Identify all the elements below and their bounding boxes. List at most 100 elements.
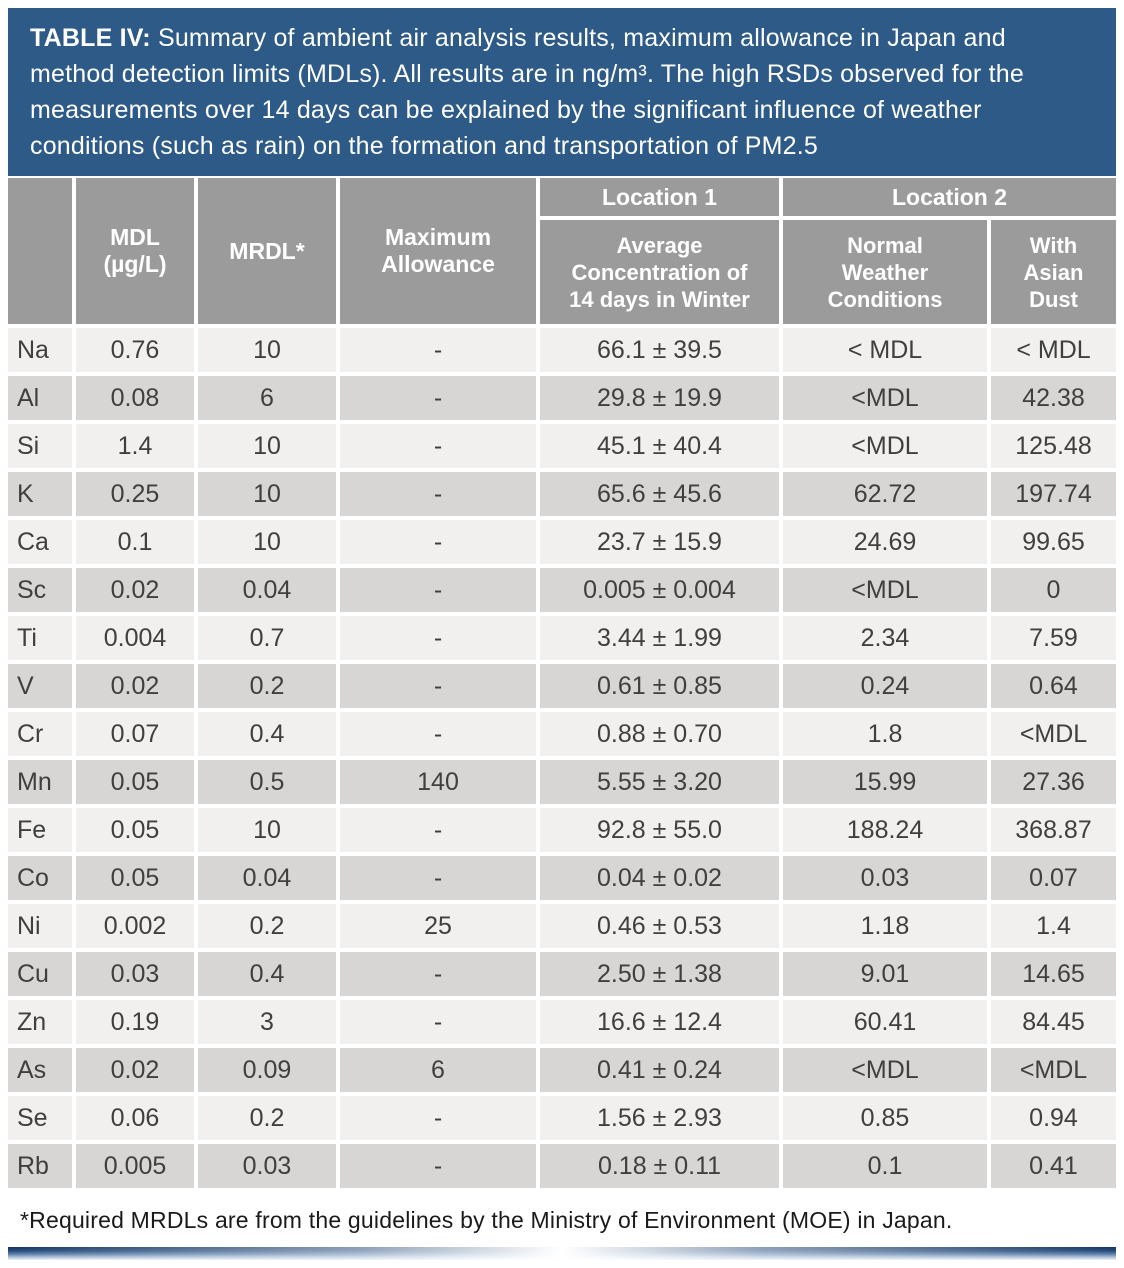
- asian-dust-cell: 197.74: [991, 472, 1117, 516]
- mdl-cell: 0.1: [76, 520, 194, 564]
- max-allowance-cell: -: [340, 712, 536, 756]
- element-cell: K: [8, 472, 72, 516]
- normal-weather-cell: < MDL: [783, 328, 987, 372]
- max-allowance-cell: -: [340, 328, 536, 372]
- normal-weather-cell: <MDL: [783, 424, 987, 468]
- mrdl-cell: 6: [198, 376, 336, 420]
- avg-concentration-cell: 0.04 ± 0.02: [540, 856, 779, 900]
- mdl-cell: 0.76: [76, 328, 194, 372]
- max-allowance-cell: 140: [340, 760, 536, 804]
- header-row-sub: Average Concentration of 14 days in Wint…: [8, 220, 1117, 324]
- table-row: Na 0.76 10-66.1 ± 39.5 < MDL < MDL: [8, 328, 1117, 372]
- avg-concentration-cell: 2.50 ± 1.38: [540, 952, 779, 996]
- max-allowance-cell: -: [340, 1000, 536, 1044]
- element-cell: Ni: [8, 904, 72, 948]
- avg-concentration-cell: 5.55 ± 3.20: [540, 760, 779, 804]
- mrdl-cell: 0.04: [198, 568, 336, 612]
- mdl-cell: 0.02: [76, 664, 194, 708]
- normal-weather-cell: 62.72: [783, 472, 987, 516]
- table-row: Ni 0.002 0.2 25 0.46 ± 0.53 1.18 1.4: [8, 904, 1117, 948]
- element-cell: Rb: [8, 1144, 72, 1188]
- mdl-cell: 0.05: [76, 856, 194, 900]
- element-cell: Fe: [8, 808, 72, 852]
- max-allowance-cell: -: [340, 1096, 536, 1140]
- element-cell: V: [8, 664, 72, 708]
- mrdl-cell: 0.7: [198, 616, 336, 660]
- avg-concentration-cell: 45.1 ± 40.4: [540, 424, 779, 468]
- table-row: Cu 0.03 0.4-2.50 ± 1.38 9.01 14.65: [8, 952, 1117, 996]
- normal-weather-cell: 0.85: [783, 1096, 987, 1140]
- normal-weather-cell: 188.24: [783, 808, 987, 852]
- table-row: Fe 0.05 10-92.8 ± 55.0 188.24 368.87: [8, 808, 1117, 852]
- header-avg-concentration: Average Concentration of 14 days in Wint…: [540, 220, 779, 324]
- header-row-groups: MDL (µg/L) MRDL* Maximum Allowance Locat…: [8, 178, 1117, 324]
- normal-weather-cell: <MDL: [783, 1048, 987, 1092]
- avg-concentration-cell: 66.1 ± 39.5: [540, 328, 779, 372]
- max-allowance-cell: 6: [340, 1048, 536, 1092]
- avg-concentration-cell: 0.46 ± 0.53: [540, 904, 779, 948]
- asian-dust-cell: 368.87: [991, 808, 1117, 852]
- mrdl-cell: 3: [198, 1000, 336, 1044]
- max-allowance-cell: -: [340, 664, 536, 708]
- mrdl-cell: 0.4: [198, 952, 336, 996]
- table-row: Al 0.08 6-29.8 ± 19.9 <MDL 42.38: [8, 376, 1117, 420]
- normal-weather-cell: 60.41: [783, 1000, 987, 1044]
- mdl-cell: 0.02: [76, 568, 194, 612]
- normal-weather-cell: <MDL: [783, 568, 987, 612]
- max-allowance-cell: -: [340, 808, 536, 852]
- table-row: Sc 0.02 0.04-0.005 ± 0.004 <MDL 0: [8, 568, 1117, 612]
- max-allowance-cell: -: [340, 424, 536, 468]
- max-allowance-cell: -: [340, 856, 536, 900]
- mrdl-cell: 0.5: [198, 760, 336, 804]
- avg-concentration-cell: 23.7 ± 15.9: [540, 520, 779, 564]
- table-row: Si 1.4 10-45.1 ± 40.4 <MDL 125.48: [8, 424, 1117, 468]
- mdl-cell: 1.4: [76, 424, 194, 468]
- element-cell: Ca: [8, 520, 72, 564]
- asian-dust-cell: 1.4: [991, 904, 1117, 948]
- avg-concentration-cell: 1.56 ± 2.93: [540, 1096, 779, 1140]
- mrdl-cell: 0.4: [198, 712, 336, 756]
- mdl-cell: 0.002: [76, 904, 194, 948]
- table-row: K 0.25 10-65.6 ± 45.6 62.72 197.74: [8, 472, 1117, 516]
- mrdl-cell: 10: [198, 808, 336, 852]
- header-mrdl: MRDL*: [198, 178, 336, 324]
- mdl-cell: 0.02: [76, 1048, 194, 1092]
- normal-weather-cell: <MDL: [783, 376, 987, 420]
- mrdl-cell: 10: [198, 520, 336, 564]
- table-header: MDL (µg/L) MRDL* Maximum Allowance Locat…: [8, 178, 1117, 324]
- avg-concentration-cell: 65.6 ± 45.6: [540, 472, 779, 516]
- header-element: [8, 178, 72, 324]
- mrdl-cell: 10: [198, 472, 336, 516]
- asian-dust-cell: 0.41: [991, 1144, 1117, 1188]
- asian-dust-cell: 0.94: [991, 1096, 1117, 1140]
- max-allowance-cell: -: [340, 472, 536, 516]
- normal-weather-cell: 0.03: [783, 856, 987, 900]
- element-cell: Co: [8, 856, 72, 900]
- table-caption-label: TABLE IV:: [30, 24, 151, 52]
- mrdl-cell: 0.2: [198, 904, 336, 948]
- element-cell: Ti: [8, 616, 72, 660]
- mrdl-cell: 10: [198, 424, 336, 468]
- avg-concentration-cell: 0.88 ± 0.70: [540, 712, 779, 756]
- element-cell: Mn: [8, 760, 72, 804]
- mdl-cell: 0.004: [76, 616, 194, 660]
- asian-dust-cell: 42.38: [991, 376, 1117, 420]
- element-cell: Cr: [8, 712, 72, 756]
- mdl-cell: 0.005: [76, 1144, 194, 1188]
- max-allowance-cell: -: [340, 1144, 536, 1188]
- asian-dust-cell: < MDL: [991, 328, 1117, 372]
- normal-weather-cell: 1.18: [783, 904, 987, 948]
- element-cell: As: [8, 1048, 72, 1092]
- normal-weather-cell: 0.1: [783, 1144, 987, 1188]
- mdl-cell: 0.06: [76, 1096, 194, 1140]
- asian-dust-cell: 84.45: [991, 1000, 1117, 1044]
- avg-concentration-cell: 16.6 ± 12.4: [540, 1000, 779, 1044]
- table-row: Cr 0.07 0.4-0.88 ± 0.70 1.8 <MDL: [8, 712, 1117, 756]
- element-cell: Na: [8, 328, 72, 372]
- table-row: V 0.02 0.2-0.61 ± 0.85 0.24 0.64: [8, 664, 1117, 708]
- mrdl-cell: 0.2: [198, 664, 336, 708]
- table-body: Na 0.76 10-66.1 ± 39.5 < MDL < MDL Al 0.08 6-29…: [8, 328, 1117, 1188]
- max-allowance-cell: -: [340, 616, 536, 660]
- header-location1: Location 1: [540, 178, 779, 216]
- max-allowance-cell: 25: [340, 904, 536, 948]
